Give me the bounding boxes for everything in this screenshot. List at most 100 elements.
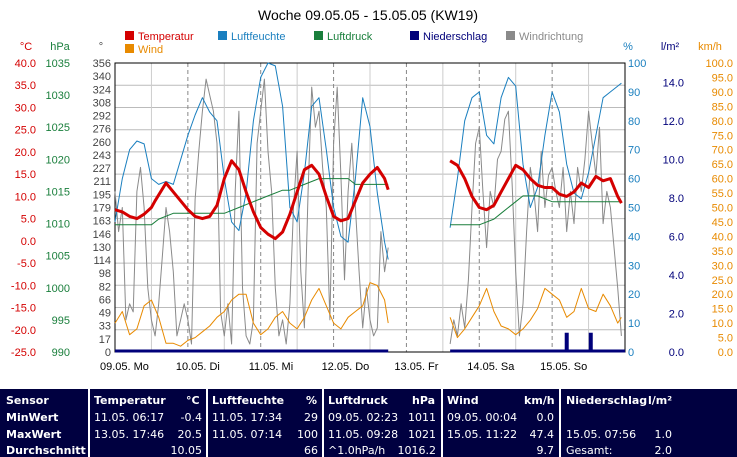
tick-direction-12: 163 [93,216,111,228]
axis-unit-pressure: hPa [50,41,70,53]
tick-wind-10: 50.0 [712,203,733,215]
tick-pressure-7: 1000 [46,283,70,295]
tick-wind-7: 65.0 [712,159,733,171]
series-windrichtung-1 [449,110,622,345]
tick-temp-5: 15.0 [15,169,36,181]
tick-wind-8: 60.0 [712,174,733,186]
wind-avg: 9.7 [536,444,555,457]
tick-direction-20: 33 [99,321,111,333]
tick-wind-12: 40.0 [712,231,733,243]
tick-wind-13: 35.0 [712,246,733,258]
tick-pressure-0: 1035 [46,58,70,70]
tick-wind-5: 75.0 [712,130,733,142]
press-avg-label: ^1.0hPa/h [328,444,386,457]
hdr-sensor: Sensor [6,394,49,407]
press-avg: 1016.2 [397,444,437,457]
tick-humidity-5: 50 [628,203,640,215]
tick-humidity-4: 60 [628,174,640,186]
tick-temp-6: 10.0 [15,191,36,203]
tick-direction-19: 49 [99,308,111,320]
legend-swatch-2 [218,31,227,40]
axis-unit-direction: ° [99,41,103,53]
wind-max-val: 47.4 [529,428,555,441]
tick-temp-4: 20.0 [15,147,36,159]
hdr-rain-unit: l/m² [648,394,673,407]
row-max-label: MaxWert [6,428,62,441]
temp-max-time: 13.05. 17:46 [94,428,165,441]
xlabel-6: 15.05. So [540,361,587,373]
wind-min-time: 09.05. 00:04 [447,411,518,424]
tick-wind-6: 70.0 [712,145,733,157]
rain-bar-1 [588,332,593,352]
legend-label-2: Luftfeuchte [231,31,285,43]
tick-pressure-4: 1015 [46,186,70,198]
press-max-val: 1021 [408,428,436,441]
series-luftfeuchte-0 [114,62,389,260]
tick-direction-16: 98 [99,268,111,280]
tick-wind-2: 90.0 [712,87,733,99]
tick-direction-1: 340 [93,71,111,83]
series-temperatur-0 [114,159,390,241]
tick-rain-7: 0.0 [669,347,684,359]
temp-avg: 10.05 [170,444,203,457]
series-luftfeuchte-1 [449,76,622,228]
legend-swatch-3 [314,31,323,40]
press-min-time: 09.05. 02:23 [328,411,399,424]
tick-temp-3: 25.0 [15,125,36,137]
hdr-rain: Niederschlag [566,394,648,407]
axis-headers: °C hPa °% l/m² km/h [20,41,722,53]
tick-rain-5: 4.0 [669,270,684,282]
tick-pressure-3: 1020 [46,154,70,166]
tick-humidity-1: 90 [628,87,640,99]
hdr-wind-unit: km/h [524,394,555,407]
rain-total-label: Gesamt: [566,444,613,457]
axis-unit-humidity: % [623,41,633,53]
hum-min-val: 29 [304,411,318,424]
xlabel-1: 10.05. Di [176,361,220,373]
tick-direction-14: 130 [93,242,111,254]
tick-direction-22: 0 [105,347,111,359]
legend-label-3: Luftdruck [327,31,373,43]
tick-pressure-6: 1005 [46,251,70,263]
temp-max-val: 20.5 [177,428,203,441]
axis-ticks: 40.0 35.0 30.0 25.0 20.0 15.0 10.0 5.0 0.0 -5.0 -1… [11,58,733,359]
legend-label-1: Wind [138,44,163,56]
tick-wind-4: 80.0 [712,116,733,128]
legend-label-4: Niederschlag [423,31,487,43]
hum-avg: 66 [304,444,318,457]
tick-direction-13: 146 [93,229,111,241]
tick-direction-5: 276 [93,124,111,136]
hum-max-time: 11.05. 07:14 [212,428,283,441]
series-luftdruck-1 [450,195,622,226]
tick-wind-19: 5.0 [718,333,733,345]
tick-rain-2: 10.0 [663,154,684,166]
tick-direction-6: 260 [93,137,111,149]
press-max-time: 11.05. 09:28 [328,428,399,441]
tick-direction-0: 356 [93,58,111,70]
tick-humidity-2: 80 [628,116,640,128]
tick-pressure-8: 995 [52,315,70,327]
tick-direction-9: 211 [93,176,111,188]
tick-humidity-9: 10 [628,318,640,330]
tick-temp-12: -20.0 [11,325,36,337]
rain-bar-0 [564,332,569,352]
tick-temp-9: -5.0 [17,258,36,270]
series-group [114,62,625,353]
tick-direction-2: 324 [93,84,111,96]
weather-chart: Woche 09.05.05 - 15.05.05 (KW19) Tempera… [11,7,733,373]
xlabel-2: 11.05. Mi [249,361,293,373]
tick-direction-11: 179 [93,203,111,215]
gridlines [114,62,626,353]
axis-unit-rain: l/m² [661,41,680,53]
tick-temp-7: 5.0 [21,214,36,226]
series-luftdruck-0 [115,178,389,226]
tick-wind-17: 15.0 [712,304,733,316]
hdr-press-unit: hPa [412,394,436,407]
tick-wind-0: 100.0 [705,58,733,70]
tick-rain-3: 8.0 [669,193,684,205]
tick-direction-10: 195 [93,189,111,201]
legend-swatch-4 [410,31,419,40]
x-axis-labels: 09.05. Mo 10.05. Di 11.05. Mi 12.05. Do 13.0… [100,361,587,373]
tick-wind-20: 0.0 [718,347,733,359]
tick-wind-11: 45.0 [712,217,733,229]
